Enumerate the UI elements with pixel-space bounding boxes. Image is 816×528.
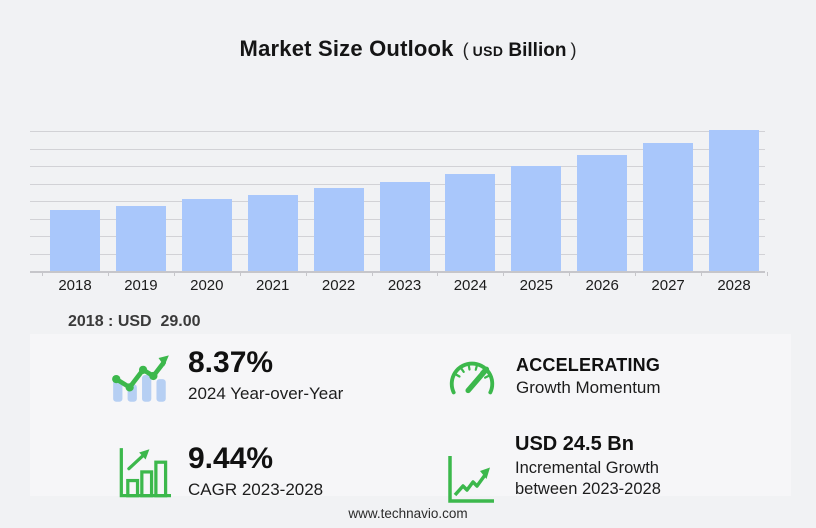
x-tick-label-2018: 2018 — [58, 277, 92, 294]
growth-bars-icon — [114, 446, 174, 505]
momentum-value: ACCELERATING — [516, 355, 661, 375]
x-tick-label-2020: 2020 — [190, 277, 224, 294]
x-axis-line — [30, 271, 765, 273]
bar-2028 — [709, 130, 759, 271]
axis-tick — [766, 272, 768, 276]
x-tick-label-2023: 2023 — [387, 277, 422, 294]
x-tick-label-2027: 2027 — [651, 277, 685, 294]
bar-2018 — [50, 210, 100, 271]
gridline — [30, 148, 765, 150]
bar-2020 — [181, 199, 232, 271]
unit-label: Billion — [508, 40, 567, 61]
bar-2021 — [247, 195, 298, 271]
gridline — [30, 166, 765, 167]
x-tick-label-2022: 2022 — [321, 277, 356, 294]
cagr-label: CAGR 2023-2028 — [188, 480, 324, 499]
bar-chart: 2018 2019 2020 2021 2022 2023 2024 2025 2026 2027… — [30, 120, 768, 295]
x-tick-label-2024: 2024 — [453, 277, 488, 294]
bar-2025 — [511, 165, 562, 271]
incremental-value: USD 24.5 Bn — [515, 433, 634, 455]
axis-tick — [42, 272, 43, 276]
bar-chart-trend-icon — [108, 348, 174, 409]
website-url: www.technavio.com — [348, 506, 468, 521]
x-tick-label-2028: 2028 — [717, 277, 751, 294]
x-tick-label-2021: 2021 — [256, 277, 290, 294]
axis-tick — [107, 272, 109, 276]
momentum-label: Growth Momentum — [516, 378, 661, 397]
incremental-label-line1: Incremental Growth — [515, 459, 659, 477]
stat-momentum: ACCELERATING Growth Momentum — [445, 354, 661, 405]
bar-2022 — [313, 187, 364, 271]
axis-tick — [437, 272, 439, 276]
close-paren: ) — [570, 40, 577, 60]
cagr-value: 9.44% — [188, 442, 274, 475]
axis-tick — [701, 272, 702, 276]
incremental-growth-icon — [445, 452, 497, 511]
yoy-label: 2024 Year-over-Year — [188, 384, 344, 403]
axis-tick — [173, 272, 175, 276]
gridline — [30, 131, 765, 132]
bar-2026 — [577, 155, 628, 271]
x-tick-label-2026: 2026 — [585, 277, 619, 294]
axis-tick — [635, 272, 637, 276]
axis-tick — [503, 272, 505, 276]
x-tick-label-2025: 2025 — [519, 277, 553, 294]
chart-title-main: Market Size Outlook — [239, 36, 454, 61]
bar-2024 — [445, 174, 496, 271]
axis-tick — [371, 272, 373, 276]
axis-tick — [305, 272, 307, 276]
stat-yoy: 8.37% 2024 Year-over-Year — [108, 346, 343, 409]
stats-panel: 8.37% 2024 Year-over-Year — [30, 334, 791, 503]
speedometer-icon — [445, 354, 499, 405]
stat-incremental: USD 24.5 Bn Incremental Growth between 2… — [445, 432, 661, 511]
x-tick-label-2019: 2019 — [124, 277, 158, 294]
open-paren: ( — [462, 40, 469, 60]
bar-2019 — [115, 206, 166, 271]
bar-2027 — [643, 143, 694, 271]
currency-label: USD — [472, 43, 504, 59]
chart-title: Market Size Outlook (USD Billion) — [0, 36, 816, 62]
axis-tick — [569, 272, 571, 276]
bar-2023 — [379, 181, 430, 271]
incremental-label-line2: between 2023-2028 — [515, 480, 661, 498]
stat-cagr: 9.44% CAGR 2023-2028 — [114, 442, 323, 505]
base-year-value: 2018 : USD 29.00 — [68, 313, 201, 330]
axis-tick — [239, 272, 241, 276]
yoy-value: 8.37% — [188, 346, 274, 379]
